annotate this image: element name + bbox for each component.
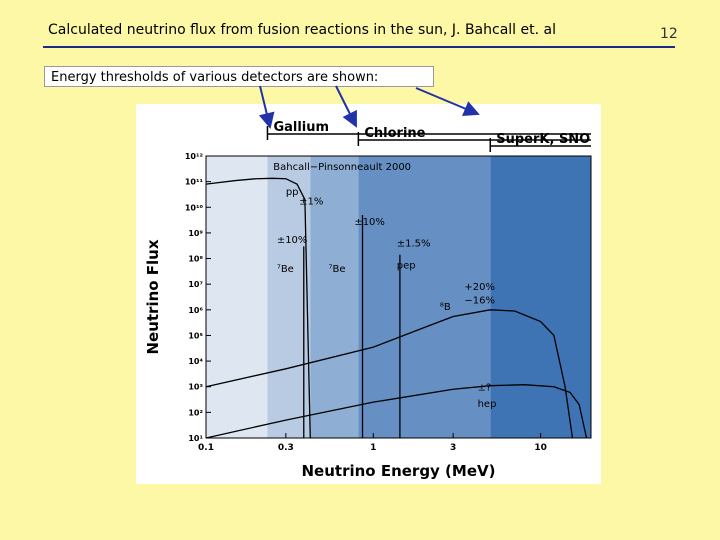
region-band: [206, 156, 268, 438]
callout-box: Energy thresholds of various detectors a…: [44, 66, 434, 87]
series-line-8b: [205, 309, 574, 439]
annotation-b8: ⁸B: [440, 302, 451, 313]
region-band: [310, 156, 359, 438]
y-axis-label: Neutrino Flux: [144, 239, 162, 354]
detector-label: Chlorine: [364, 126, 425, 141]
x-tick-label: 10: [534, 443, 547, 453]
annotation-pp-unc: ±1%: [299, 196, 323, 207]
y-tick-label: 10⁴: [188, 357, 203, 366]
annotation-pep-unc: ±1.5%: [397, 238, 431, 249]
annotation-b8-unc-minus: −16%: [464, 295, 495, 306]
annotation-hep: hep: [478, 399, 497, 410]
x-tick-label: 1: [370, 443, 376, 453]
y-tick-label: 10³: [188, 383, 203, 392]
neutrino-flux-figure: Gallium Chlorine SuperK, SNO Bahcall−Pinson…: [136, 104, 601, 484]
chart-subtitle: Bahcall−Pinsonneault 2000: [273, 162, 411, 173]
y-tick-label: 10⁹: [188, 229, 203, 238]
y-tick-label: 10¹: [188, 434, 203, 443]
annotation-pep: pep: [397, 261, 416, 272]
annotation-be7-low: ⁷Be: [277, 264, 294, 275]
plot-frame: [205, 155, 592, 439]
annotation-be7-high: ⁷Be: [329, 264, 346, 275]
region-band: [358, 156, 491, 438]
y-tick-label: 10¹²: [185, 152, 204, 161]
title-divider: [43, 46, 675, 48]
y-tick-label: 10¹¹: [185, 178, 204, 187]
y-tick-label: 10⁵: [188, 331, 203, 340]
neutrino-flux-chart: Gallium Chlorine SuperK, SNO Bahcall−Pinson…: [144, 120, 592, 480]
y-tick-label: 10⁶: [188, 306, 203, 315]
series-line-hep: [205, 384, 588, 439]
x-tick-label: 0.3: [278, 443, 294, 453]
x-axis-label: Neutrino Energy (MeV): [302, 462, 496, 480]
annotation-pp: pp: [286, 187, 299, 198]
annotation-be7-unc: ±10%: [277, 235, 308, 246]
x-tick-label: 0.1: [198, 443, 214, 453]
y-tick-label: 10²: [188, 408, 203, 417]
slide-title: Calculated neutrino flux from fusion rea…: [48, 22, 556, 38]
x-tick-label: 3: [450, 443, 456, 453]
annotation-b8-unc-plus: +20%: [464, 282, 495, 293]
y-tick-label: 10⁷: [188, 280, 203, 289]
y-tick-label: 10⁸: [188, 255, 203, 264]
annotation-hep-unc: ±?: [478, 383, 492, 394]
detector-label: Gallium: [273, 120, 329, 135]
region-band: [490, 156, 591, 438]
series-line-pp: [205, 177, 311, 439]
detector-label: SuperK, SNO: [496, 132, 590, 147]
annotation-be7-high-unc: ±10%: [354, 217, 385, 228]
slide-number: 12: [660, 26, 678, 42]
y-tick-label: 10¹⁰: [185, 203, 204, 212]
